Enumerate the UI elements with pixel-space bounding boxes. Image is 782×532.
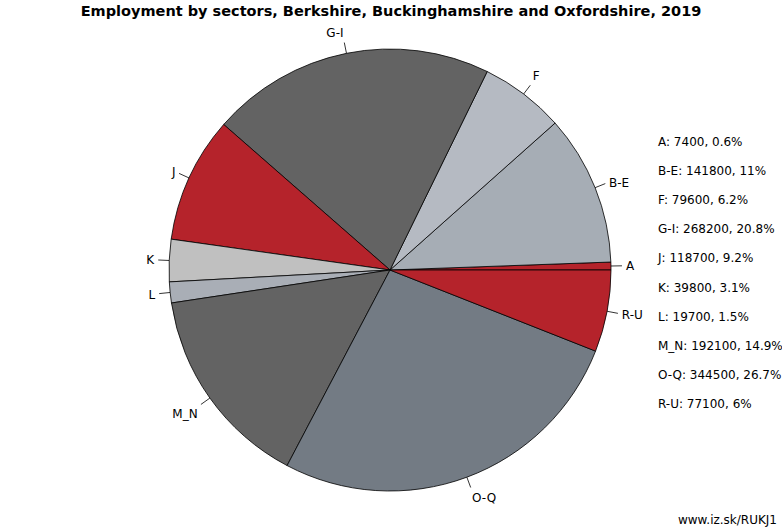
label-leader [201, 398, 210, 404]
label-leader [467, 477, 471, 487]
slice-labels: A B-E F G-I J K L M_N O-Q R-U [146, 26, 642, 506]
legend-entry: K: 39800, 3.1% [658, 281, 750, 295]
slice-label: G-I [326, 26, 343, 40]
legend: A: 7400, 0.6% B-E: 141800, 11% F: 79600, 6… [657, 135, 782, 411]
label-leader [611, 265, 622, 266]
slice-label: M_N [172, 407, 197, 421]
label-leader [158, 259, 169, 260]
label-leader [179, 173, 189, 178]
legend-entry: A: 7400, 0.6% [658, 135, 743, 149]
title: Employment by sectors, Berkshire, Buckin… [81, 3, 702, 19]
slice-label: K [146, 253, 155, 267]
chart: Employment by sectors, Berkshire, Buckin… [0, 0, 782, 532]
legend-entry: L: 19700, 1.5% [658, 310, 749, 324]
slices [169, 49, 611, 491]
source: www.iz.sk/RUKJ1 [678, 513, 777, 527]
label-leader [607, 311, 618, 313]
legend-entry: J: 118700, 9.2% [657, 251, 753, 265]
pie-slice [390, 270, 611, 351]
legend-entry: R-U: 77100, 6% [658, 397, 752, 411]
slice-label: B-E [609, 176, 629, 190]
slice-label: O-Q [472, 491, 496, 505]
slice-label: J [171, 165, 176, 179]
legend-entry: O-Q: 344500, 26.7% [658, 368, 781, 382]
legend-entry: M_N: 192100, 14.9% [658, 339, 782, 353]
label-leader [595, 184, 605, 188]
label-leader [524, 85, 531, 94]
legend-entry: F: 79600, 6.2% [658, 193, 748, 207]
legend-entry: G-I: 268200, 20.8% [658, 222, 775, 236]
slice-label: A [626, 259, 635, 273]
legend-entry: B-E: 141800, 11% [658, 164, 766, 178]
label-leader [344, 43, 346, 54]
slice-label: F [533, 69, 540, 83]
label-leader [159, 292, 170, 293]
background [0, 0, 782, 532]
slice-label: L [149, 288, 156, 302]
slice-label: R-U [622, 308, 643, 322]
